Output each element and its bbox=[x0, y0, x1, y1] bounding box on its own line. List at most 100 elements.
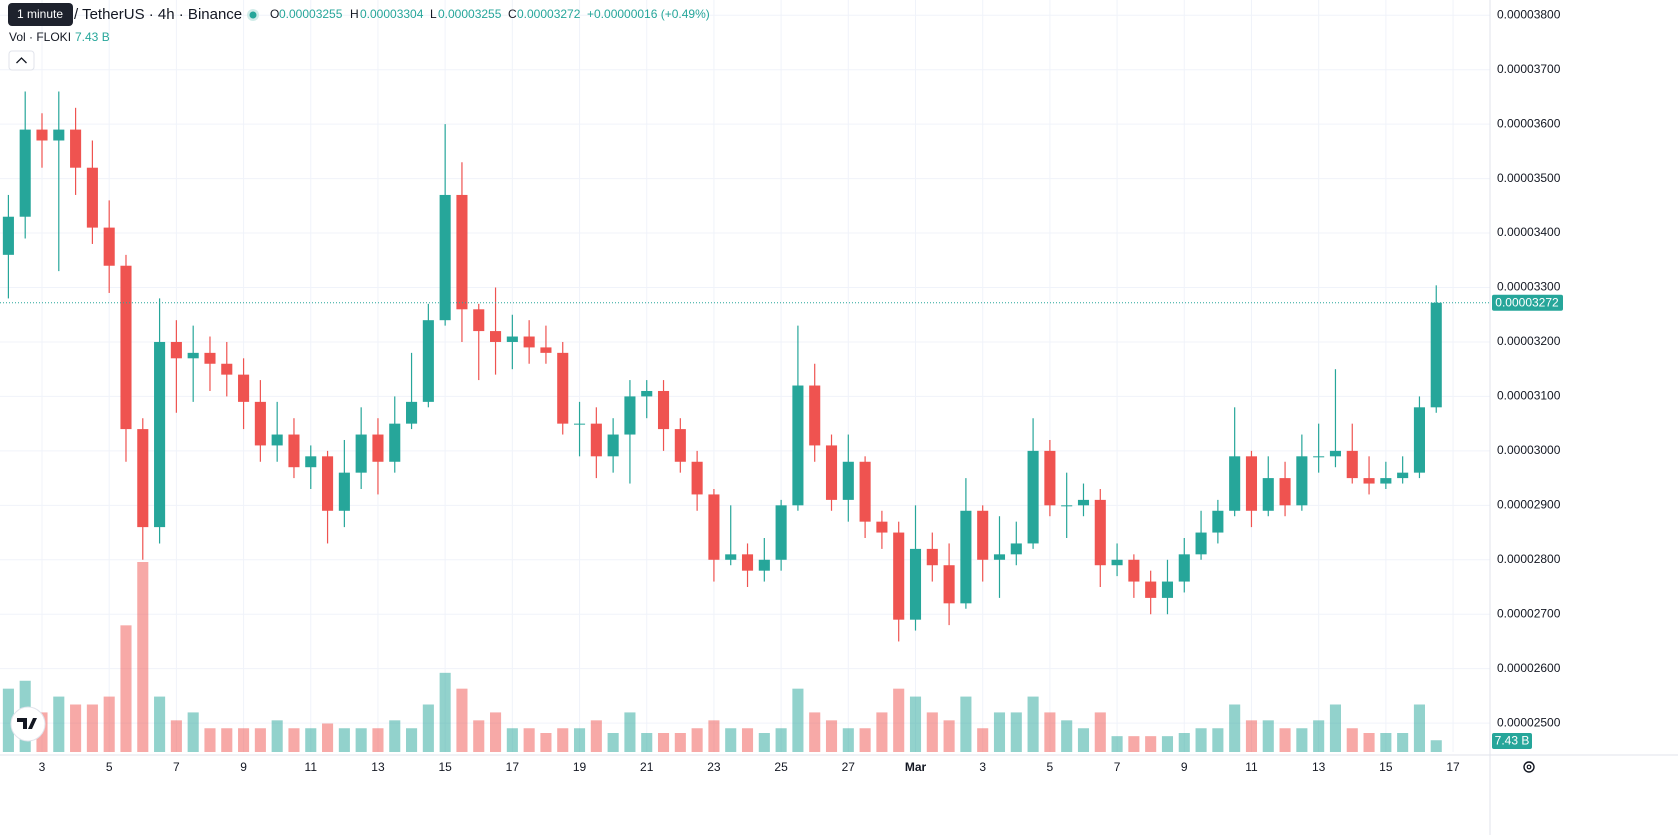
x-tick-label: 19 bbox=[573, 760, 587, 774]
candle-body bbox=[876, 521, 888, 533]
volume-bar bbox=[1212, 728, 1224, 752]
candle-body bbox=[271, 434, 283, 446]
volume-bar bbox=[1178, 733, 1190, 752]
volume-bar bbox=[909, 696, 922, 752]
volume-bar bbox=[271, 720, 283, 752]
volume-bar bbox=[1195, 728, 1207, 752]
candle-body bbox=[674, 429, 686, 462]
volume-bar bbox=[691, 728, 703, 752]
candle-body bbox=[792, 385, 804, 506]
ohlc-value: 0.00003272 bbox=[517, 7, 581, 21]
symbol[interactable]: / TetherUS · 4h · Binance bbox=[74, 6, 242, 23]
y-tick-label: 0.00002600 bbox=[1497, 661, 1561, 675]
logo[interactable] bbox=[10, 706, 46, 742]
y-tick-label: 0.00003800 bbox=[1497, 7, 1561, 21]
x-tick-label: 7 bbox=[1114, 760, 1121, 774]
candle-body bbox=[1128, 559, 1140, 582]
candle-body bbox=[473, 309, 485, 332]
axes: 0.00002500 0.00002600 0.00002700 0.00002800… bbox=[0, 7, 1563, 774]
volume-bar bbox=[490, 712, 502, 752]
y-tick-label: 0.00003100 bbox=[1497, 389, 1561, 403]
candle-body bbox=[960, 510, 972, 604]
candle-body bbox=[1061, 505, 1073, 507]
volume-bar bbox=[254, 728, 266, 752]
candle-body bbox=[926, 548, 938, 566]
candle-body bbox=[557, 352, 569, 424]
candle-body bbox=[1329, 450, 1341, 457]
change: +0.00000016 (+0.49%) bbox=[587, 7, 710, 21]
volume-bar bbox=[322, 723, 334, 752]
x-tick-label: 9 bbox=[240, 760, 247, 774]
volume-bar bbox=[775, 728, 787, 752]
ohlc-value: 0.00003255 bbox=[438, 7, 502, 21]
volume-bar bbox=[674, 733, 686, 752]
volume-bar bbox=[305, 728, 317, 752]
volume-bar bbox=[624, 712, 636, 752]
ohlc-label: H bbox=[350, 7, 359, 21]
volume-bar bbox=[1077, 728, 1090, 752]
volume-bar bbox=[708, 720, 720, 752]
candle-body bbox=[758, 559, 770, 571]
collapse-button[interactable] bbox=[8, 50, 35, 71]
x-tick-label: 15 bbox=[438, 760, 452, 774]
candle-body bbox=[1397, 472, 1409, 479]
candle-body bbox=[943, 565, 955, 604]
candle-body bbox=[372, 434, 384, 462]
candle-body bbox=[1178, 554, 1190, 582]
candle-body bbox=[187, 352, 199, 359]
volume-value: 7.43 B bbox=[75, 30, 110, 44]
candle-body bbox=[993, 554, 1006, 560]
candle-body bbox=[1077, 499, 1090, 506]
volume-bar bbox=[1145, 736, 1157, 752]
candle-body bbox=[322, 456, 334, 511]
x-tick-label: 13 bbox=[371, 760, 385, 774]
candle-body bbox=[590, 423, 602, 457]
candle-body bbox=[170, 341, 182, 359]
x-tick-label: 3 bbox=[39, 760, 46, 774]
settings-icon[interactable] bbox=[1523, 761, 1535, 773]
volume-bar bbox=[221, 728, 233, 752]
volume-bar bbox=[540, 733, 552, 752]
candle-body bbox=[103, 227, 115, 266]
candle-body bbox=[1430, 302, 1442, 408]
candle-body bbox=[355, 434, 367, 473]
candle-body bbox=[338, 472, 350, 511]
x-tick-label: 15 bbox=[1379, 760, 1393, 774]
candle-body bbox=[573, 423, 586, 425]
volume-bar bbox=[506, 728, 518, 752]
candle-body bbox=[1010, 543, 1022, 555]
candles bbox=[2, 91, 1442, 642]
volume-bar bbox=[977, 728, 989, 752]
candle-body bbox=[305, 456, 317, 468]
candle-body bbox=[456, 194, 468, 310]
candle-body bbox=[422, 320, 434, 402]
volume-title: Vol · FLOKI bbox=[9, 30, 71, 44]
candle-body bbox=[137, 429, 149, 528]
y-tick-label: 0.00003400 bbox=[1497, 225, 1561, 239]
volume-bar bbox=[876, 712, 888, 752]
candle-body bbox=[1262, 478, 1274, 511]
candle-body bbox=[86, 167, 98, 228]
volume-bar bbox=[86, 704, 98, 752]
x-tick-label: 23 bbox=[707, 760, 721, 774]
settings-icon-core bbox=[1526, 764, 1532, 770]
volume-bar bbox=[170, 720, 182, 752]
candle-body bbox=[825, 445, 838, 500]
candle-body bbox=[1245, 456, 1258, 511]
volume-bar bbox=[758, 733, 770, 752]
volume-bar bbox=[590, 720, 602, 752]
volume-bar bbox=[1161, 736, 1174, 752]
ohlc-label: O bbox=[270, 7, 279, 21]
candle-body bbox=[1346, 450, 1358, 479]
volume-bar bbox=[1430, 740, 1442, 752]
candle-body bbox=[607, 434, 619, 457]
y-tick-label: 0.00003300 bbox=[1497, 280, 1561, 294]
volume-bar bbox=[1363, 733, 1375, 752]
x-tick-label: 17 bbox=[506, 760, 520, 774]
candle-body bbox=[490, 331, 502, 342]
candle-body bbox=[909, 548, 922, 620]
candle-body bbox=[1413, 407, 1425, 473]
y-tick-label: 0.00002500 bbox=[1497, 715, 1561, 729]
candle-body bbox=[523, 336, 535, 348]
